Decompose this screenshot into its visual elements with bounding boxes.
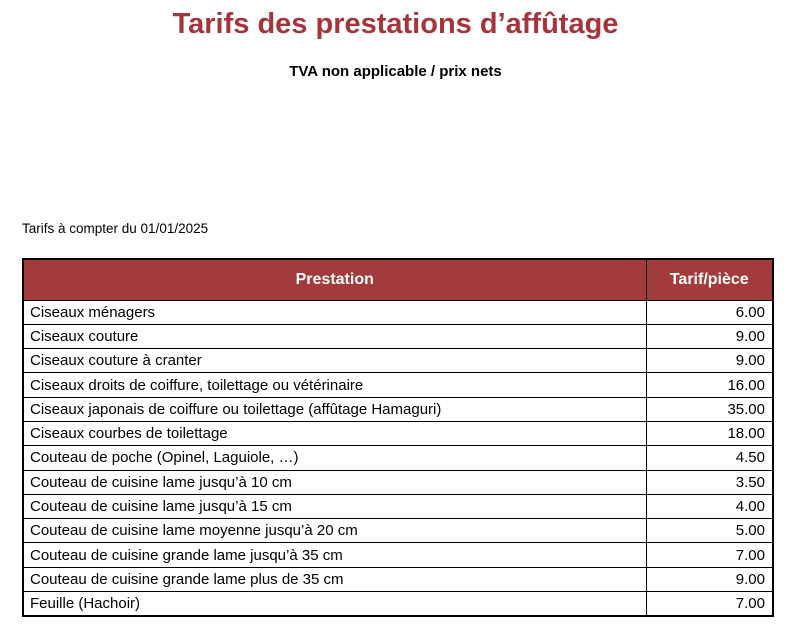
table-row: Ciseaux droits de coiffure, toilettage o… [22,372,774,398]
tarif-cell: 9.00 [645,348,774,374]
tarif-cell: 5.00 [645,518,774,544]
prestation-cell: Ciseaux courbes de toilettage [22,420,647,447]
column-header-tarif: Tarif/pièce [645,258,774,301]
table-row: Ciseaux couture 9.00 [22,323,774,350]
tarif-cell: 16.00 [645,372,774,398]
table-row: Ciseaux japonais de coiffure ou toiletta… [22,396,774,422]
prestation-cell: Feuille (Hachoir) [22,591,647,617]
table-row: Couteau de cuisine lame jusqu’à 15 cm 4.… [22,493,774,520]
tarif-cell: 3.50 [645,469,774,495]
table-row: Couteau de cuisine grande lame jusqu’à 3… [22,542,774,568]
tarif-cell: 7.00 [645,591,774,617]
tarif-cell: 4.50 [645,445,774,471]
price-table: Prestation Tarif/pièce Ciseaux ménagers … [22,258,774,617]
page-subtitle: TVA non applicable / prix nets [289,63,502,80]
tarif-cell: 6.00 [645,299,774,325]
price-table-header: Prestation Tarif/pièce [22,258,774,301]
prestation-cell: Couteau de cuisine lame moyenne jusqu’à … [22,518,647,544]
prestation-cell: Ciseaux droits de coiffure, toilettage o… [22,372,647,398]
prestation-cell: Couteau de cuisine lame jusqu’à 10 cm [22,469,647,495]
prestation-cell: Ciseaux japonais de coiffure ou toiletta… [22,396,647,422]
table-row: Couteau de cuisine grande lame plus de 3… [22,566,774,593]
tarif-cell: 9.00 [645,323,774,350]
page-title: Tarifs des prestations d’affûtage [172,8,619,40]
table-row: Ciseaux courbes de toilettage 18.00 [22,420,774,447]
table-row: Feuille (Hachoir) 7.00 [22,591,774,617]
table-row: Couteau de cuisine lame jusqu’à 10 cm 3.… [22,469,774,495]
header-row: Prestation Tarif/pièce [22,258,774,301]
tarif-cell: 18.00 [645,420,774,447]
table-row: Ciseaux couture à cranter 9.00 [22,348,774,374]
column-header-prestation: Prestation [22,258,647,301]
table-row: Couteau de cuisine lame moyenne jusqu’à … [22,518,774,544]
tarif-cell: 4.00 [645,493,774,520]
prestation-cell: Couteau de cuisine grande lame jusqu’à 3… [22,542,647,568]
prestation-cell: Ciseaux couture [22,323,647,350]
tarif-cell: 7.00 [645,542,774,568]
tarif-cell: 35.00 [645,396,774,422]
prestation-cell: Couteau de cuisine grande lame plus de 3… [22,566,647,593]
effective-date-note: Tarifs à compter du 01/01/2025 [22,221,209,236]
prestation-cell: Couteau de cuisine lame jusqu’à 15 cm [22,493,647,520]
table-row: Couteau de poche (Opinel, Laguiole, …) 4… [22,445,774,471]
prestation-cell: Ciseaux ménagers [22,299,647,325]
tarif-cell: 9.00 [645,566,774,593]
prestation-cell: Couteau de poche (Opinel, Laguiole, …) [22,445,647,471]
prestation-cell: Ciseaux couture à cranter [22,348,647,374]
table-row: Ciseaux ménagers 6.00 [22,299,774,325]
price-table-body: Ciseaux ménagers 6.00 Ciseaux couture 9.… [22,299,774,617]
